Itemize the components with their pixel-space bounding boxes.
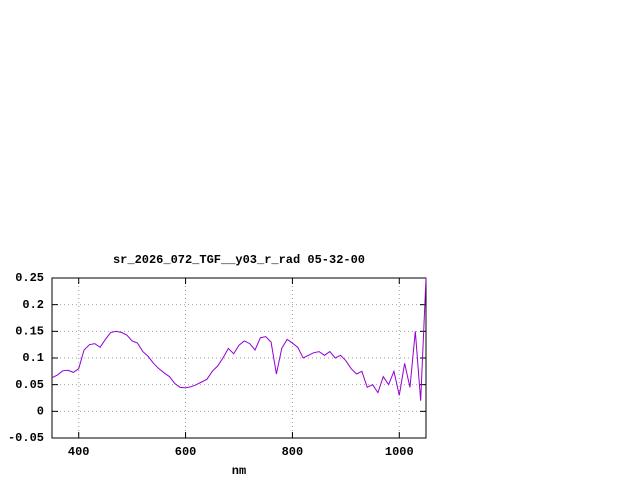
y-tick-label: 0 bbox=[37, 405, 44, 419]
x-tick-label: 800 bbox=[282, 445, 304, 459]
x-axis-label: nm bbox=[232, 464, 246, 478]
y-tick-label: -0.05 bbox=[8, 431, 44, 445]
chart-title: sr_2026_072_TGF__y03_r_rad 05-32-00 bbox=[113, 253, 365, 267]
y-tick-label: 0.05 bbox=[15, 378, 44, 392]
plot-border bbox=[51, 277, 427, 439]
x-tick-label: 400 bbox=[68, 445, 90, 459]
data-line bbox=[51, 277, 427, 401]
y-tick-label: 0.2 bbox=[22, 298, 44, 312]
y-tick-label: 0.1 bbox=[22, 351, 44, 365]
x-tick-label: 1000 bbox=[385, 445, 414, 459]
y-tick-label: 0.15 bbox=[15, 325, 44, 339]
x-tick-label: 600 bbox=[175, 445, 197, 459]
y-tick-label: 0.25 bbox=[15, 271, 44, 285]
